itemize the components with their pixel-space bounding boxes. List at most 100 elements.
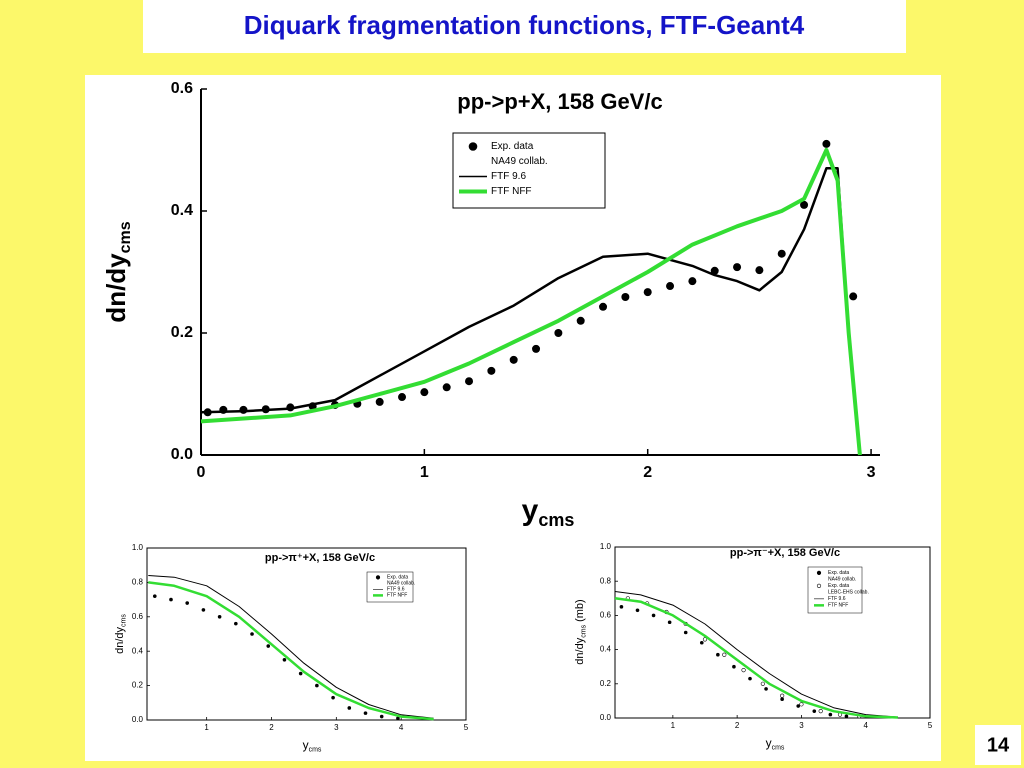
x-axis-label: ycms (522, 494, 575, 530)
legend-label: FTF 9.6 (491, 171, 526, 182)
x-tick-label: 1 (671, 721, 676, 730)
x-tick-label: 5 (464, 723, 469, 732)
x-tick-label: 2 (735, 721, 740, 730)
y-tick-label: 0.0 (600, 713, 612, 722)
data-point (152, 594, 157, 598)
data-point (331, 695, 335, 700)
x-tick-label: 2 (643, 464, 652, 481)
data-point (398, 393, 407, 402)
data-point (683, 630, 688, 635)
y-axis-label-unit: (mb) (574, 599, 586, 622)
data-point (764, 687, 768, 691)
legend-label-sub: NA49 collab. (387, 581, 415, 587)
data-point (599, 302, 608, 311)
x-tick-label: 1 (204, 723, 209, 732)
x-axis-label-main: y (522, 494, 539, 527)
data-point (748, 676, 752, 681)
data-point (509, 355, 518, 364)
y-tick-label: 1.0 (600, 542, 612, 551)
data-point (651, 613, 656, 618)
y-tick-label: 0.2 (600, 679, 612, 688)
series-line (614, 591, 898, 718)
legend-label-sub: NA49 collab. (491, 156, 548, 167)
y-axis-label-main: dn/dy (114, 626, 126, 653)
y-tick-label: 0.4 (132, 646, 144, 655)
chart-title: pp->π⁻+X, 158 GeV/c (730, 547, 840, 559)
data-point (732, 664, 736, 669)
legend-box (452, 132, 606, 209)
data-point (722, 652, 727, 657)
data-point (688, 277, 697, 286)
legend-label: FTF NFF (387, 593, 407, 599)
y-axis-label: dn/dycms (101, 221, 134, 322)
x-axis-label-sub: cms (538, 510, 574, 530)
series-line (200, 148, 862, 456)
title-box (143, 0, 906, 53)
chart-title: pp->π⁺+X, 158 GeV/c (265, 552, 375, 564)
data-point (799, 702, 804, 707)
y-tick-label: 0.0 (132, 715, 144, 724)
legend-label: FTF NFF (491, 186, 532, 197)
data-point (375, 397, 384, 406)
data-point (621, 293, 630, 302)
y-tick-label: 0.2 (171, 324, 193, 341)
data-point (796, 704, 801, 708)
series-line (614, 597, 898, 719)
y-tick-label: 0.8 (600, 576, 612, 585)
data-point (282, 658, 287, 662)
data-point (710, 266, 719, 275)
y-axis-label: dn/dycms (114, 614, 127, 654)
legend-label: Exp. data (491, 141, 534, 152)
data-point (699, 640, 704, 645)
data-point (396, 716, 400, 721)
data-point (716, 652, 720, 657)
legend-marker (468, 142, 478, 151)
y-tick-label: 0.8 (132, 578, 144, 587)
x-tick-label: 3 (799, 721, 804, 730)
data-point (828, 712, 833, 717)
y-tick-label: 0.6 (171, 80, 193, 97)
y-axis-label-main: dn/dy (574, 637, 586, 664)
x-tick-label: 3 (334, 723, 339, 732)
x-axis-label-sub: cms (309, 746, 322, 753)
data-point (266, 644, 271, 648)
data-point (298, 671, 303, 676)
data-point (643, 288, 652, 297)
data-point (702, 637, 708, 642)
data-point (800, 200, 809, 209)
legend-label: Exp. data (828, 583, 849, 589)
data-point (442, 383, 451, 392)
data-point (554, 329, 563, 337)
data-point (733, 263, 742, 272)
y-axis-label-sub: cms (117, 221, 134, 253)
series-line (148, 575, 434, 719)
x-tick-label: 1 (420, 464, 429, 481)
legend-label: FTF 9.6 (828, 596, 846, 602)
plot-frame (146, 547, 467, 721)
data-point (822, 139, 831, 148)
slide-title: Diquark fragmentation functions, FTF-Gea… (244, 10, 805, 40)
x-tick-label: 5 (928, 721, 933, 730)
data-point (619, 605, 624, 609)
data-point (315, 683, 319, 688)
data-point (849, 292, 858, 301)
series-line (200, 167, 862, 456)
legend-label-sub: LEBC-EHS collab. (828, 590, 869, 596)
x-axis-label: ycms (303, 738, 322, 753)
data-point (812, 709, 817, 713)
chart-title: pp->p+X, 158 GeV/c (457, 89, 662, 114)
legend-label: FTF 9.6 (387, 587, 405, 593)
legend-label-sub: NA49 collab. (828, 577, 856, 583)
y-tick-label: 0.6 (600, 611, 612, 620)
x-tick-label: 2 (269, 723, 274, 732)
data-point (780, 697, 784, 701)
y-tick-label: 0.6 (132, 612, 144, 621)
data-point (667, 620, 672, 625)
x-tick-label: 3 (867, 464, 876, 481)
y-axis-label-sub: cms (580, 624, 587, 637)
data-point (185, 601, 189, 605)
data-point (465, 377, 474, 386)
data-point (635, 608, 640, 613)
y-tick-label: 0.0 (171, 446, 193, 463)
